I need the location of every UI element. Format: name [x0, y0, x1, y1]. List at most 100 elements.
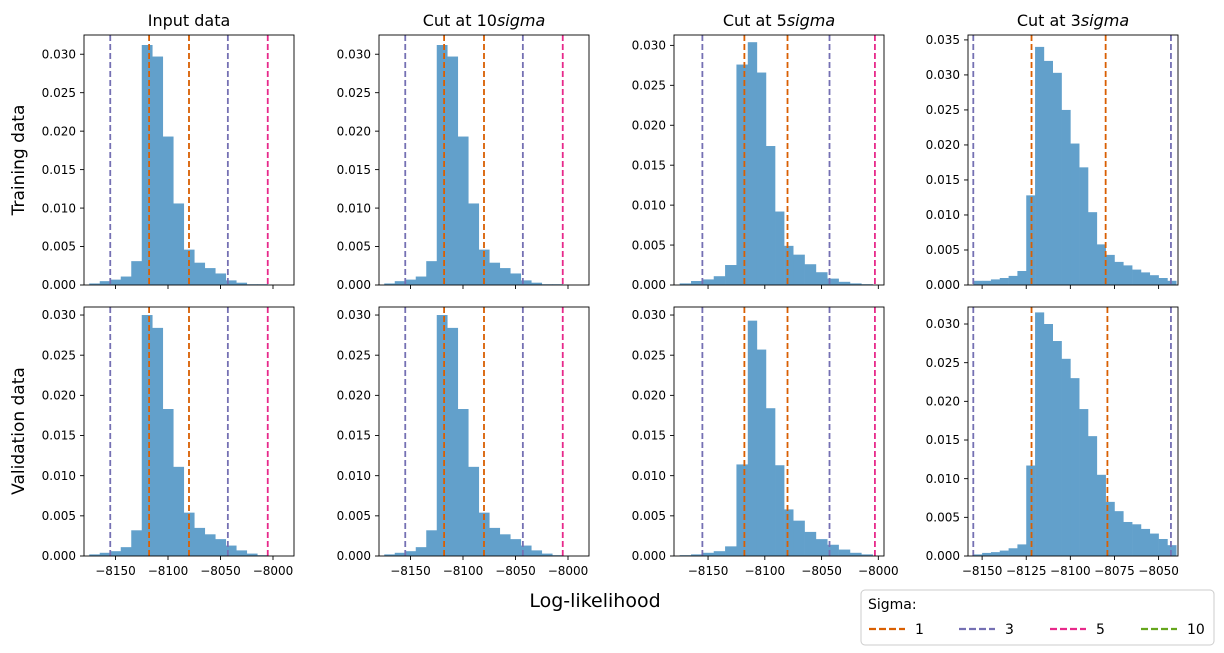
y-tick-label: 0.005 [632, 238, 666, 252]
histogram-bar [736, 64, 749, 285]
histogram-bar [194, 262, 206, 285]
histogram-bar [426, 261, 438, 285]
histogram-bar [725, 265, 737, 285]
y-tick-label: 0.005 [926, 511, 960, 525]
y-tick-label: 0.020 [926, 395, 960, 409]
histogram-bar [691, 554, 703, 556]
histogram-bar [141, 315, 153, 556]
histogram-bar [131, 530, 143, 556]
x-tick-label: −8050 [1138, 564, 1179, 578]
histogram-bar [183, 249, 195, 285]
histogram-bar [236, 550, 248, 556]
histogram-bar [1035, 46, 1045, 286]
x-tick-label: −8125 [1006, 564, 1047, 578]
histogram-bar [849, 283, 862, 285]
histogram-bar [152, 327, 164, 556]
y-tick-label: 0.030 [926, 317, 960, 331]
y-tick-label: 0.000 [42, 278, 76, 292]
histogram-bar [713, 276, 726, 285]
histogram-bar [468, 466, 480, 556]
histogram-bar [1132, 269, 1142, 285]
y-tick-label: 0.005 [926, 243, 960, 257]
histogram-bar [775, 465, 785, 556]
y-tick-label: 0.025 [42, 348, 76, 362]
histogram-bar [1079, 167, 1089, 285]
histogram-bar [982, 552, 992, 556]
histogram-bar [520, 545, 532, 556]
panel-training-1: 0.000 0.005 0.010 0.015 0.020 0.025 0.030 [42, 34, 295, 292]
y-tick-label: 0.005 [337, 240, 371, 254]
histogram-bar [162, 136, 174, 285]
histogram-bar [838, 281, 851, 285]
histogram-bar [990, 552, 1001, 556]
column-title-4: Cut at 3sigma [1017, 11, 1129, 30]
histogram-bar [804, 531, 817, 556]
histogram-bar [447, 327, 459, 556]
y-tick-label: 0.020 [632, 389, 666, 403]
column-title-4-italic: sigma [1081, 11, 1129, 30]
x-tick-label: −8150 [962, 564, 1003, 578]
histogram-bar [1061, 109, 1071, 286]
histogram-bar [489, 527, 501, 556]
row-label-validation: Validation data [9, 367, 29, 495]
legend-label-sigma-5: 5 [1096, 622, 1105, 638]
y-tick-label: 0.015 [337, 429, 371, 443]
histogram-bar [804, 264, 817, 285]
histogram-bar [436, 45, 448, 285]
histogram-bar [510, 273, 522, 285]
panels-group: 0.0000.0050.0100.0150.0200.0250.0300.000… [42, 33, 1179, 578]
axes-frame [673, 306, 885, 557]
histogram-bar [815, 539, 828, 556]
histogram-bar [499, 268, 511, 285]
y-tick-label: 0.000 [926, 278, 960, 292]
histogram-bar [120, 276, 132, 285]
histogram-bar [1149, 533, 1159, 556]
histogram-bar [849, 552, 862, 556]
histogram-bar [384, 283, 396, 285]
column-title-2: Cut at 10sigma [423, 11, 546, 30]
histogram-bar [194, 527, 206, 556]
y-tick-label: 0.020 [632, 118, 666, 132]
histogram-bar [384, 554, 396, 556]
x-tick-label: −8075 [1094, 564, 1135, 578]
histogram-bar [236, 282, 248, 285]
y-tick-label: 0.005 [42, 509, 76, 523]
histogram-bar [784, 245, 794, 285]
y-tick-label: 0.015 [926, 433, 960, 447]
y-tick-label: 0.010 [632, 469, 666, 483]
histogram-bar [141, 45, 153, 285]
y-tick-label: 0.015 [632, 158, 666, 172]
y-tick-label: 0.000 [42, 549, 76, 563]
axes-frame [83, 306, 295, 557]
histogram-bar [982, 280, 992, 285]
y-tick-label: 0.000 [926, 549, 960, 563]
histogram-bar [775, 211, 785, 285]
x-tick-label: −8150 [95, 564, 136, 578]
y-tick-label: 0.030 [926, 68, 960, 82]
histogram-bar [1158, 278, 1168, 285]
histogram-bar [1035, 312, 1045, 556]
histogram-bar [1132, 524, 1142, 556]
histogram-bar [457, 409, 469, 556]
histogram-bar [999, 550, 1009, 556]
histogram-bar [1149, 275, 1159, 285]
histogram-bar [394, 281, 406, 285]
histogram-bar [1061, 358, 1071, 556]
y-tick-label: 0.010 [632, 198, 666, 212]
y-tick-label: 0.025 [632, 79, 666, 93]
histogram-bar [713, 551, 726, 556]
x-tick-label: −8050 [801, 564, 842, 578]
x-tick-label: −8050 [495, 564, 536, 578]
x-tick-label: −8050 [200, 564, 241, 578]
histogram-bar [1008, 548, 1018, 556]
histogram-bar [702, 279, 715, 285]
histogram-bar [426, 530, 438, 556]
x-tick-label: −8000 [548, 564, 589, 578]
histogram-bar [152, 56, 164, 285]
histogram-bar [1079, 409, 1089, 556]
x-tick-label: −8100 [745, 564, 786, 578]
y-tick-label: 0.020 [42, 389, 76, 403]
y-tick-label: 0.010 [42, 201, 76, 215]
histogram-bar [531, 550, 543, 556]
